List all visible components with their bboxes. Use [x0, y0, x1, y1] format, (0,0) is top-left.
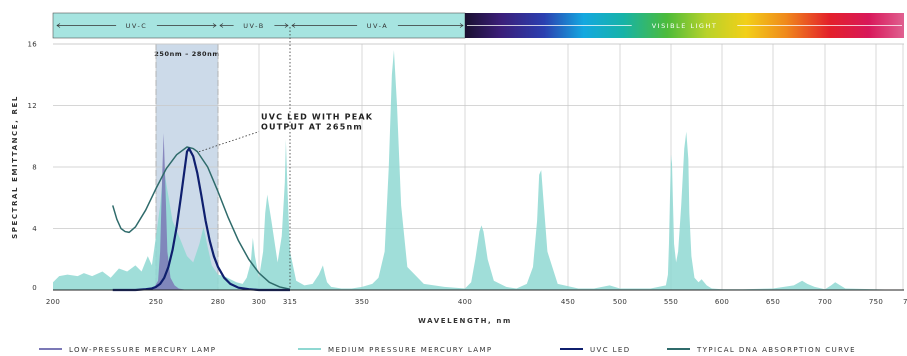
spectrum-band-header: UV-C UV-B UV-A VISIBLE LIGHT — [53, 13, 904, 38]
annotation-uvc-led-peak: UVC LED WITH PEAK OUTPUT AT 265nm — [199, 112, 373, 151]
band-label-uv-c: UV-C — [126, 22, 148, 30]
x-tick-labels: 200 250 280 300 315 350 400 450 500 550 600 650 700 7… — [46, 298, 907, 306]
x-tick-label-500: 500 — [613, 298, 627, 306]
x-tick-label-350: 350 — [355, 298, 369, 306]
x-tick-label-600: 600 — [715, 298, 729, 306]
band-label-uv-a: UV-A — [367, 22, 388, 30]
x-tick-label-200: 200 — [46, 298, 60, 306]
annotation-line-1: UVC LED WITH PEAK — [261, 112, 373, 121]
y-axis-title: SPECTRAL EMITTANCE, REL — [11, 95, 19, 239]
x-tick-label-280: 280 — [211, 298, 225, 306]
annotation-line-2: OUTPUT AT 265nm — [261, 122, 363, 131]
x-axis-title: WAVELENGTH, nm — [418, 317, 512, 325]
x-tick-label-300: 300 — [252, 298, 266, 306]
x-tick-label-770: 770 — [903, 298, 907, 306]
x-tick-label-550: 550 — [664, 298, 678, 306]
x-tick-label-250: 250 — [149, 298, 163, 306]
legend: LOW-PRESSURE MERCURY LAMP MEDIUM PRESSURE… — [39, 346, 856, 354]
legend-label-medium-pressure-mercury-lamp: MEDIUM PRESSURE MERCURY LAMP — [328, 346, 493, 354]
y-tick-label-4: 4 — [32, 225, 37, 233]
band-label-uv-b: UV-B — [243, 22, 264, 30]
x-tick-label-315: 315 — [283, 298, 297, 306]
x-tick-label-400: 400 — [458, 298, 472, 306]
y-tick-label-12: 12 — [27, 102, 37, 110]
x-tick-label-700: 700 — [818, 298, 832, 306]
band-label-visible-light: VISIBLE LIGHT — [652, 22, 718, 30]
legend-label-low-pressure-mercury-lamp: LOW-PRESSURE MERCURY LAMP — [69, 346, 216, 354]
x-tick-label-650: 650 — [766, 298, 780, 306]
y-tick-labels: 0 4 8 12 16 — [27, 41, 37, 293]
legend-label-typical-dna-absorption-curve: TYPICAL DNA ABSORPTION CURVE — [696, 346, 856, 354]
x-tick-label-450: 450 — [561, 298, 575, 306]
y-tick-label-0: 0 — [32, 284, 37, 292]
x-tick-label-750: 750 — [869, 298, 883, 306]
y-tick-label-16: 16 — [27, 41, 37, 49]
highlight-range-label: 250nm – 280nm — [154, 50, 220, 58]
legend-label-uvc-led: UVC LED — [590, 346, 631, 354]
y-tick-label-8: 8 — [32, 164, 37, 172]
